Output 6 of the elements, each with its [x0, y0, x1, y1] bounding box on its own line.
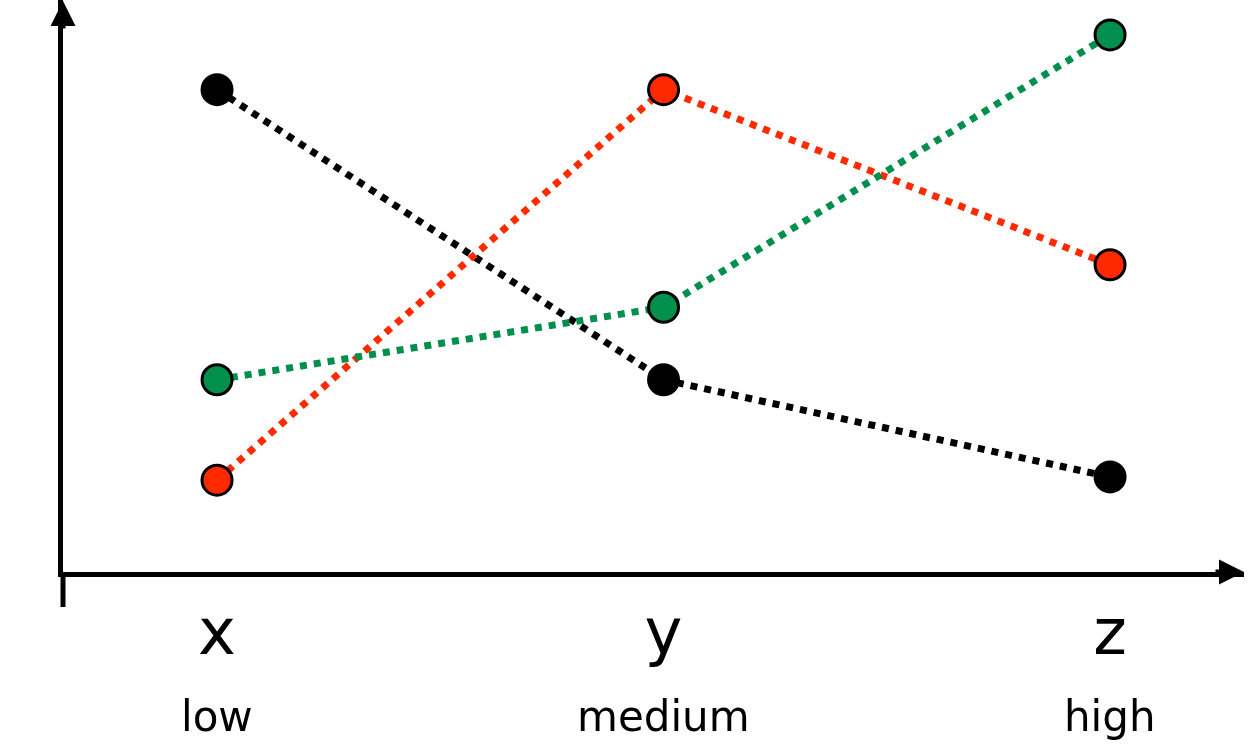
x-tick-label: y [644, 594, 683, 669]
text: low [181, 692, 253, 741]
text: high [1064, 692, 1156, 741]
x-tick-label: z [1093, 594, 1127, 669]
text: medium [577, 692, 750, 741]
x-tick-label: x [198, 594, 236, 669]
